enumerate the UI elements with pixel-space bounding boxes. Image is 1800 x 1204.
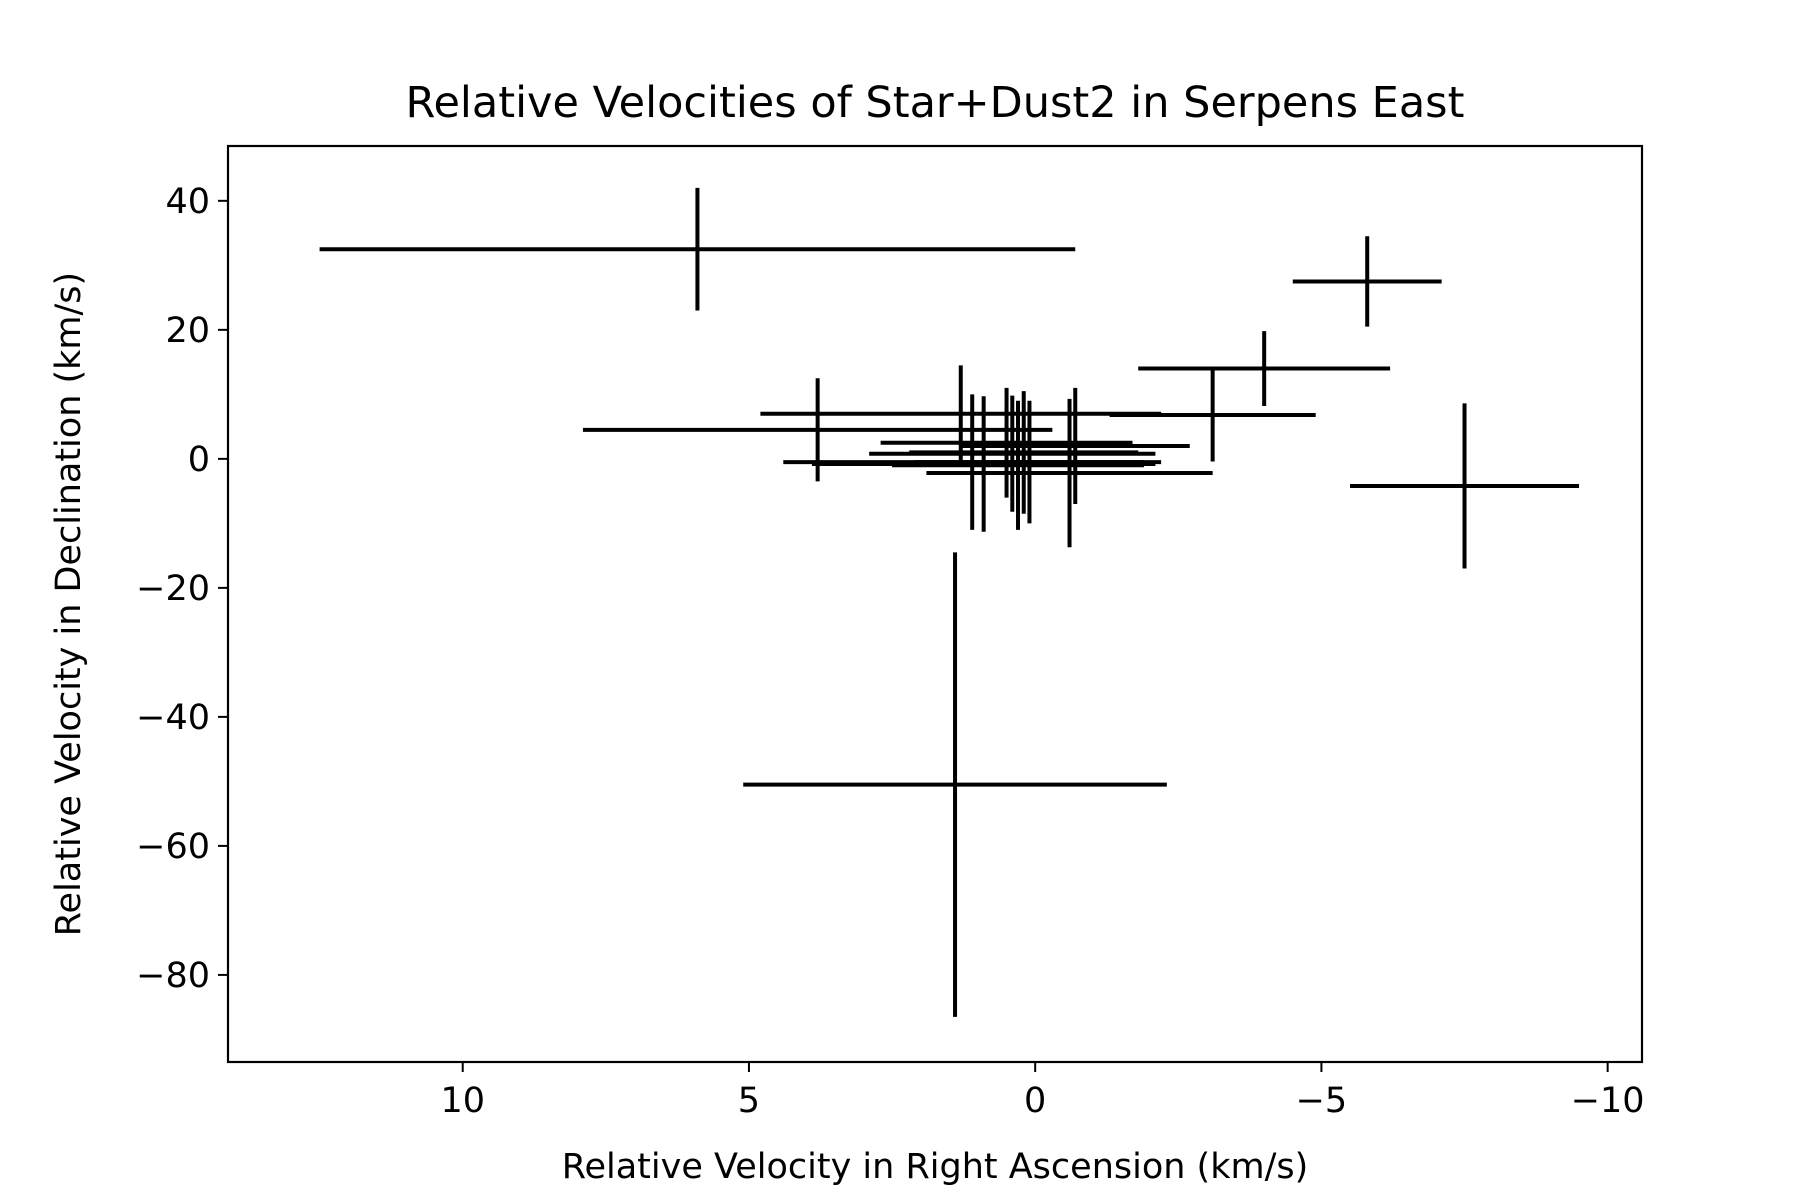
x-axis-ticks: 10 5 0 −5 −10	[440, 1062, 1645, 1121]
error-bars-series	[319, 187, 1580, 1017]
data-point-error-bar	[960, 387, 1190, 505]
data-point-error-bar	[319, 187, 1076, 311]
x-tick-label: 10	[440, 1081, 485, 1121]
y-tick-label: 40	[165, 182, 210, 222]
plot-area-frame	[226, 144, 1644, 1064]
y-tick-label: −40	[136, 698, 210, 738]
y-tick-label: −60	[136, 827, 210, 867]
data-point-error-bar	[743, 552, 1167, 1017]
y-tick-label: 0	[188, 440, 210, 480]
data-point-error-bar	[909, 391, 1139, 514]
y-tick-label: −80	[136, 956, 210, 996]
data-point-error-bar	[892, 400, 1144, 530]
data-point-error-bar	[1138, 331, 1391, 406]
y-axis-ticks: 40 20 0 −20 −40 −60 −80	[136, 182, 228, 996]
x-tick-label: −5	[1296, 1081, 1348, 1121]
x-axis-label: Relative Velocity in Right Ascension (km…	[562, 1147, 1309, 1187]
data-point-error-bar	[1350, 403, 1580, 569]
data-point-error-bar	[1292, 236, 1442, 327]
y-axis-label: Relative Velocity in Declination (km/s)	[49, 272, 89, 936]
x-tick-label: 5	[738, 1081, 760, 1121]
x-tick-label: −10	[1571, 1081, 1645, 1121]
data-point-error-bar	[880, 387, 1133, 498]
chart-title: Relative Velocities of Star+Dust2 in Ser…	[406, 78, 1465, 128]
data-point-error-bar	[926, 398, 1213, 548]
y-tick-label: −20	[136, 569, 210, 609]
x-tick-label: 0	[1024, 1081, 1046, 1121]
y-tick-label: 20	[165, 311, 210, 351]
data-point-error-bar	[914, 400, 1144, 524]
